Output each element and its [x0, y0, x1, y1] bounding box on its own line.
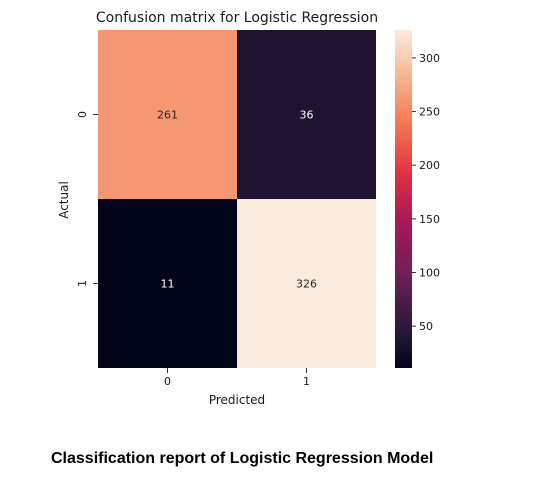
colorbar-tick-label: 250 — [419, 106, 440, 119]
classification-report-caption: Classification report of Logistic Regres… — [51, 450, 434, 467]
x-axis-label: Predicted — [209, 393, 265, 407]
cell-value-label: 11 — [161, 278, 175, 291]
colorbar-tick-label: 200 — [419, 159, 440, 172]
cell-value-label: 36 — [300, 109, 314, 122]
heatmap-cell-1-1 — [237, 199, 376, 368]
heatmap-cell-0-0 — [98, 30, 237, 199]
colorbar-tick-label: 300 — [419, 52, 440, 65]
colorbar-tick-label: 100 — [419, 267, 440, 280]
y-axis-label: Actual — [57, 181, 71, 219]
heatmap-cells: 261 36 11 326 — [98, 30, 376, 368]
x-tick-label: 0 — [164, 375, 171, 388]
heatmap-cell-0-1 — [237, 30, 376, 199]
chart-title: Confusion matrix for Logistic Regression — [96, 10, 378, 26]
colorbar-ticks: 50 100 150 200 250 300 — [412, 52, 440, 333]
colorbar-tick-label: 150 — [419, 213, 440, 226]
confusion-matrix-chart: Confusion matrix for Logistic Regression… — [57, 10, 440, 407]
cell-value-label: 261 — [157, 109, 178, 122]
y-tick-label: 0 — [76, 111, 89, 118]
colorbar — [395, 30, 412, 368]
colorbar-tick-label: 50 — [419, 320, 433, 333]
x-tick-label: 1 — [303, 375, 310, 388]
cell-value-label: 326 — [296, 278, 317, 291]
heatmap-cell-1-0 — [98, 199, 237, 368]
y-tick-label: 1 — [76, 280, 89, 287]
y-axis: 01 — [76, 111, 98, 287]
